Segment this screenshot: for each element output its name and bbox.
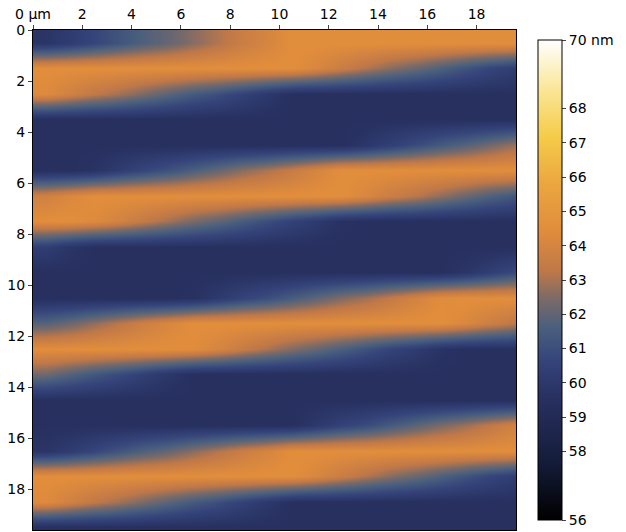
svg-text:8: 8 (226, 6, 235, 22)
svg-text:60: 60 (569, 375, 587, 391)
svg-text:0: 0 (16, 22, 25, 38)
svg-text:8: 8 (16, 226, 25, 242)
svg-text:12: 12 (320, 6, 338, 22)
svg-text:4: 4 (127, 6, 136, 22)
svg-text:62: 62 (569, 306, 587, 322)
svg-text:2: 2 (16, 73, 25, 89)
svg-text:66: 66 (569, 169, 587, 185)
svg-text:18: 18 (7, 481, 25, 497)
svg-text:10: 10 (7, 277, 25, 293)
svg-text:65: 65 (569, 203, 587, 219)
svg-text:14: 14 (7, 379, 25, 395)
svg-text:70 nm: 70 nm (569, 32, 614, 48)
svg-text:67: 67 (569, 135, 587, 151)
svg-text:2: 2 (78, 6, 87, 22)
svg-text:16: 16 (418, 6, 436, 22)
svg-text:0 µm: 0 µm (15, 6, 51, 22)
svg-text:10: 10 (271, 6, 289, 22)
svg-text:14: 14 (369, 6, 387, 22)
svg-text:58: 58 (569, 443, 587, 459)
svg-text:64: 64 (569, 238, 587, 254)
svg-text:63: 63 (569, 272, 587, 288)
svg-text:4: 4 (16, 124, 25, 140)
svg-text:68: 68 (569, 100, 587, 116)
svg-text:18: 18 (468, 6, 486, 22)
svg-text:16: 16 (7, 430, 25, 446)
svg-text:6: 6 (176, 6, 185, 22)
svg-text:61: 61 (569, 340, 587, 356)
svg-text:59: 59 (569, 409, 587, 425)
svg-text:56: 56 (569, 512, 587, 528)
svg-text:6: 6 (16, 175, 25, 191)
svg-text:12: 12 (7, 328, 25, 344)
